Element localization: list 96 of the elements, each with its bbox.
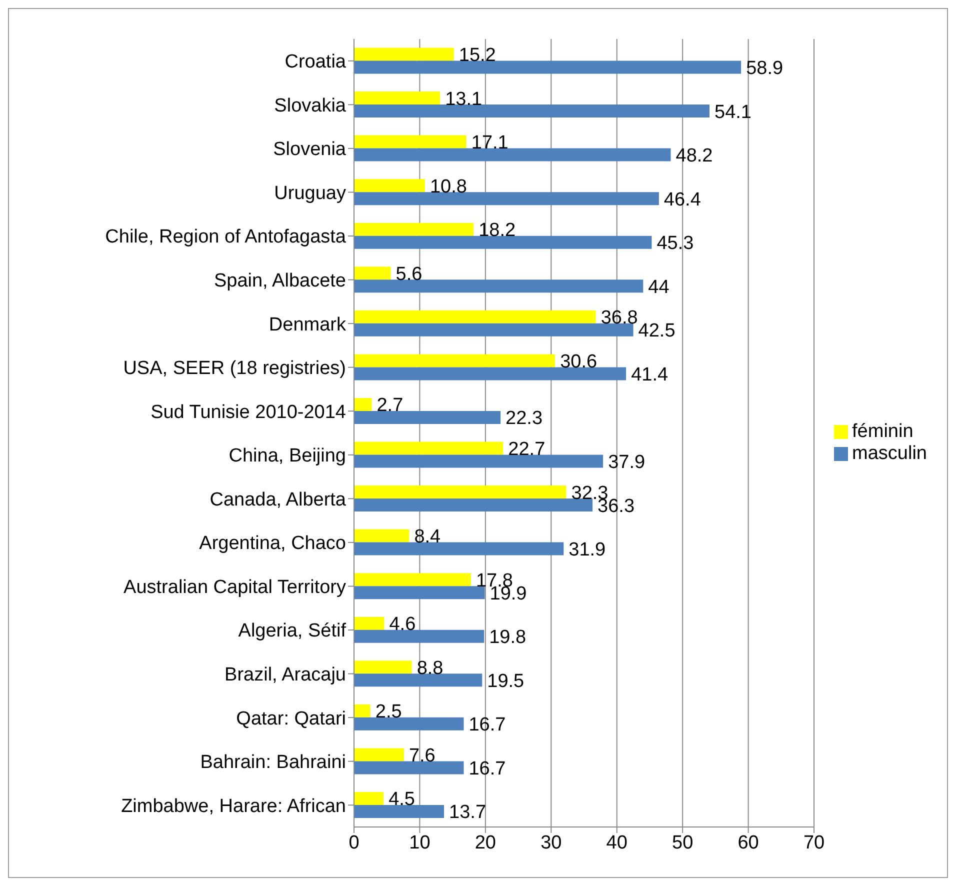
y-tick-label: Australian Capital Territory (124, 576, 346, 598)
y-tick-label: Qatar: Qatari (236, 708, 346, 730)
y-tick-label: Spain, Albacete (214, 270, 346, 292)
data-label: 42.5 (638, 320, 676, 342)
y-tick-label: Denmark (268, 314, 346, 336)
data-label: 7.6 (408, 745, 436, 766)
y-tick-label: USA, SEER (18 registries) (123, 358, 346, 380)
bar (354, 280, 644, 293)
data-label: 36.8 (600, 308, 638, 329)
data-label: 19.5 (487, 670, 524, 692)
data-label: 15.2 (458, 45, 496, 66)
bar (354, 179, 425, 192)
legend-label: féminin (852, 421, 914, 442)
bar (354, 529, 410, 542)
bar (354, 804, 444, 818)
data-label: 13.1 (445, 88, 482, 110)
data-label: 31.9 (568, 540, 606, 561)
data-label: 37.9 (608, 452, 646, 473)
bar (354, 323, 634, 336)
data-label: 48.2 (676, 146, 713, 167)
bar (354, 148, 671, 162)
x-tick-label: 40 (606, 832, 628, 854)
x-tick-label: 60 (738, 832, 759, 854)
bar (354, 660, 412, 674)
y-tick-label: China, Beijing (228, 446, 346, 467)
data-label: 4.5 (388, 789, 415, 810)
bar (354, 586, 485, 600)
data-label: 30.6 (560, 351, 598, 372)
bar (354, 761, 464, 774)
y-tick-label: Algeria, Sétif (238, 620, 347, 642)
y-tick-label: Canada, Alberta (210, 489, 346, 510)
bar (354, 717, 464, 730)
bar (354, 222, 474, 236)
bar (354, 266, 391, 280)
bar (354, 192, 659, 206)
data-label: 54.1 (714, 102, 752, 123)
y-tick-label: Sud Tunisie 2010-2014 (150, 402, 346, 423)
bar (354, 486, 566, 499)
data-label: 2.7 (376, 395, 404, 416)
bar (354, 674, 482, 687)
bar (354, 792, 384, 805)
data-label: 16.7 (468, 714, 506, 736)
y-tick-label: Chile, Region of Antofagasta (105, 226, 346, 248)
bar (354, 354, 556, 368)
data-label: 16.7 (468, 758, 506, 780)
bar (354, 704, 370, 718)
data-label: 13.7 (449, 802, 486, 824)
bar (354, 442, 504, 455)
data-label: 44 (648, 276, 670, 298)
y-tick-label: Croatia (284, 52, 346, 73)
bar (354, 60, 742, 74)
data-label: 17.1 (471, 132, 508, 154)
data-label: 18.2 (478, 220, 516, 242)
bar (354, 135, 466, 148)
bar (354, 630, 484, 643)
y-tick-label: Zimbabwe, Harare: African (121, 796, 346, 817)
bar (354, 748, 404, 762)
x-tick-label: 20 (474, 832, 496, 854)
bar (354, 410, 501, 424)
legend-label: masculin (852, 443, 927, 464)
y-tick-label: Slovakia (274, 95, 346, 116)
data-label: 2.5 (375, 702, 402, 723)
bar (354, 573, 471, 586)
x-tick-label: 10 (409, 832, 430, 854)
data-label: 8.8 (416, 658, 444, 679)
bar (354, 398, 372, 411)
y-tick-label: Brazil, Aracaju (224, 664, 346, 686)
data-label: 4.6 (389, 614, 416, 636)
data-label: 8.4 (414, 526, 442, 548)
data-label: 46.4 (664, 189, 702, 210)
bar (354, 542, 564, 556)
y-tick-label: Uruguay (274, 182, 346, 204)
bar (354, 454, 604, 468)
x-tick-label: 0 (348, 832, 360, 854)
x-tick-label: 70 (803, 832, 825, 854)
bar (354, 48, 454, 61)
data-label: 41.4 (631, 364, 668, 386)
bar (354, 104, 710, 118)
data-label: 45.3 (656, 233, 694, 254)
bar (354, 92, 440, 105)
data-label: 5.6 (396, 264, 422, 285)
y-tick-label: Argentina, Chaco (199, 533, 346, 554)
data-label: 10.8 (430, 176, 467, 198)
y-tick-label: Slovenia (273, 139, 346, 160)
bar (354, 498, 593, 512)
bar (354, 236, 652, 249)
bar (354, 310, 596, 324)
data-label: 22.3 (506, 408, 543, 430)
data-label: 19.8 (489, 627, 526, 648)
x-tick-label: 50 (672, 832, 694, 854)
x-tick-label: 30 (540, 832, 562, 854)
data-label: 58.9 (746, 58, 784, 79)
bar (354, 616, 384, 630)
data-label: 22.7 (508, 439, 546, 460)
bar (354, 367, 626, 380)
y-tick-label: Bahrain: Bahraini (200, 752, 346, 774)
